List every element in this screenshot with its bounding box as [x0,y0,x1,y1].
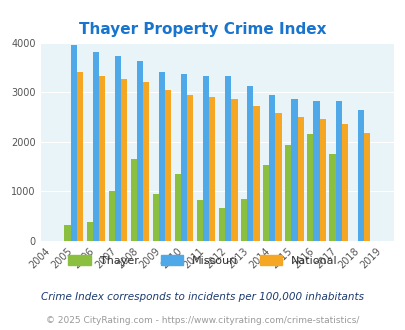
Bar [363,133,369,241]
Bar [108,191,115,241]
Bar [297,117,303,241]
Bar [328,154,335,241]
Bar [341,123,347,241]
Bar [158,72,165,241]
Bar [284,145,291,241]
Bar [231,99,237,241]
Bar [152,194,158,241]
Bar [130,159,136,241]
Bar [64,225,70,241]
Bar [86,222,92,241]
Bar [196,200,202,241]
Bar [175,174,181,241]
Bar [275,113,281,241]
Bar [209,97,215,241]
Legend: Thayer, Missouri, National: Thayer, Missouri, National [64,250,341,270]
Bar [187,95,193,241]
Bar [70,45,77,241]
Bar [307,134,313,241]
Bar [181,74,187,241]
Bar [335,101,341,241]
Bar [262,165,269,241]
Text: Thayer Property Crime Index: Thayer Property Crime Index [79,22,326,37]
Bar [247,86,253,241]
Text: © 2025 CityRating.com - https://www.cityrating.com/crime-statistics/: © 2025 CityRating.com - https://www.city… [46,315,359,325]
Bar [241,199,247,241]
Bar [202,76,209,241]
Text: Crime Index corresponds to incidents per 100,000 inhabitants: Crime Index corresponds to incidents per… [41,292,364,302]
Bar [77,72,83,241]
Bar [269,95,275,241]
Bar [136,61,143,241]
Bar [357,110,363,241]
Bar [143,82,149,241]
Bar [92,52,99,241]
Bar [319,119,325,241]
Bar [218,208,225,241]
Bar [291,99,297,241]
Bar [99,76,105,241]
Bar [225,76,231,241]
Bar [313,101,319,241]
Bar [165,90,171,241]
Bar [253,106,259,241]
Bar [115,56,121,241]
Bar [121,79,127,241]
